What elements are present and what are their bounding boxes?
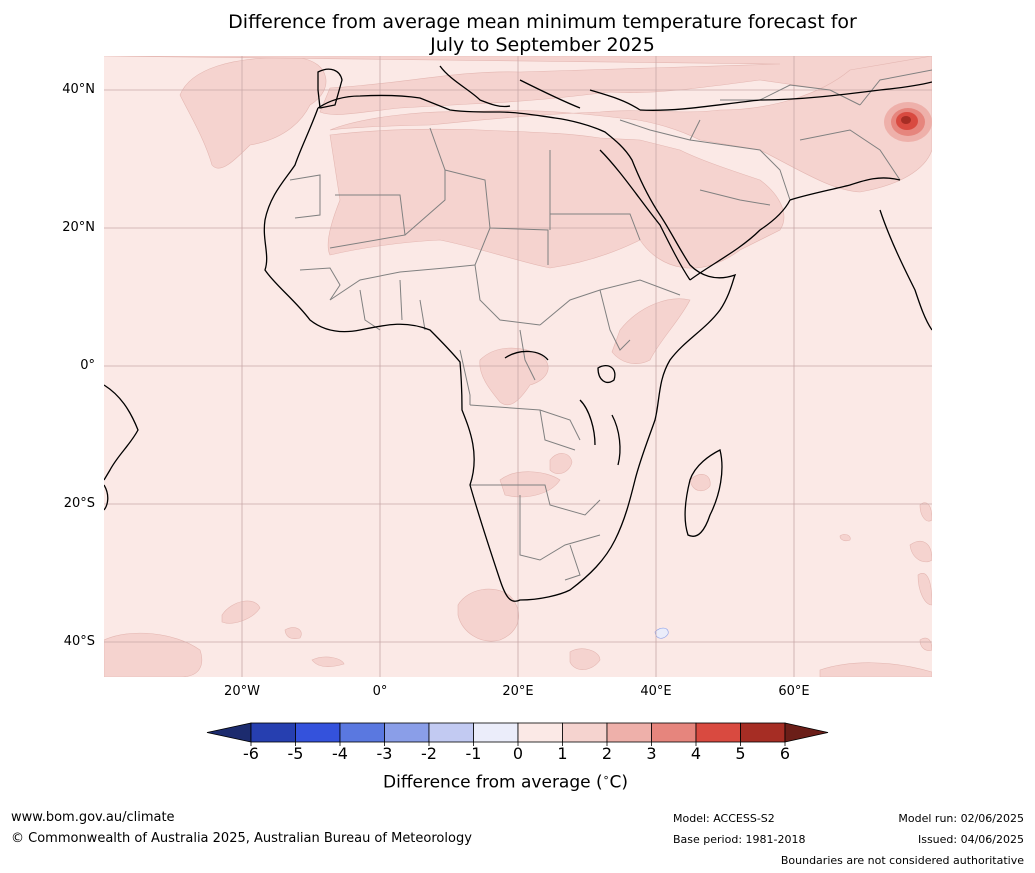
colorbar-tick-label: -4 [332, 744, 348, 763]
footer-issued: Issued: 04/06/2025 [917, 833, 1024, 846]
colorbar-tick-label: -1 [465, 744, 482, 763]
lon-label-20w: 20°W [224, 684, 260, 699]
anomaly-negative-patch [654, 627, 669, 639]
colorbar-swatches [206, 722, 829, 746]
colorbar-arrow-low [206, 722, 252, 743]
colorbar-tick-label: -5 [287, 744, 304, 763]
colorbar-tick-label: -6 [243, 744, 259, 763]
footer-disclaimer: Boundaries are not considered authoritat… [780, 854, 1024, 867]
lat-label-40s: 40°S [63, 634, 95, 649]
colorbar-tick-label: -3 [376, 744, 393, 763]
colorbar-swatch [250, 722, 296, 743]
country-borders [289, 69, 932, 581]
colorbar-label: Difference from average (∘C) [383, 771, 629, 793]
lat-label-20n: 20°N [62, 220, 95, 235]
colorbar-tick-label: 6 [779, 744, 791, 763]
colorbar-swatch [517, 722, 563, 743]
colorbar-swatch [473, 722, 519, 743]
colorbar-arrow-high [784, 722, 829, 743]
colorbar-tick-label: 1 [557, 744, 568, 763]
lat-label-20s: 20°S [63, 496, 95, 511]
footer-copyright: © Commonwealth of Australia 2025, Austra… [11, 831, 472, 846]
footer-model: Model: ACCESS-S2 [673, 812, 775, 825]
colorbar-tick-label: 3 [646, 744, 657, 763]
colorbar-tick-label: 4 [690, 744, 702, 763]
colorbar-swatch [339, 722, 385, 743]
footer-website[interactable]: www.bom.gov.au/climate [11, 810, 175, 825]
colorbar-swatch [651, 722, 697, 743]
colorbar-tick-label: -2 [421, 744, 437, 763]
lat-label-40n: 40°N [62, 82, 95, 97]
colorbar-tick-label: 2 [601, 744, 613, 763]
colorbar-tick-label: 0 [512, 744, 524, 763]
colorbar-tick-label: 5 [735, 744, 746, 763]
colorbar-swatch [428, 722, 474, 743]
footer-base-period: Base period: 1981-2018 [673, 833, 806, 846]
colorbar-swatch [384, 722, 430, 743]
lon-label-60e: 60°E [778, 684, 810, 699]
gridlines [104, 56, 932, 677]
map-area [104, 56, 932, 677]
colorbar-swatch [740, 722, 786, 743]
colorbar-swatch [295, 722, 341, 743]
colorbar-swatch [606, 722, 652, 743]
lon-label-20e: 20°E [502, 684, 534, 699]
chart-title-line-2: July to September 2025 [430, 34, 655, 56]
chart-title-line-1: Difference from average mean minimum tem… [228, 11, 857, 33]
coastlines [104, 65, 932, 602]
lon-label-40e: 40°E [640, 684, 672, 699]
colorbar-swatch [562, 722, 608, 743]
lon-label-0: 0° [372, 684, 388, 699]
anomaly-hotspot-core [901, 116, 911, 124]
lat-label-0: 0° [80, 358, 95, 373]
colorbar-swatch [695, 722, 741, 743]
footer-model-run: Model run: 02/06/2025 [898, 812, 1024, 825]
